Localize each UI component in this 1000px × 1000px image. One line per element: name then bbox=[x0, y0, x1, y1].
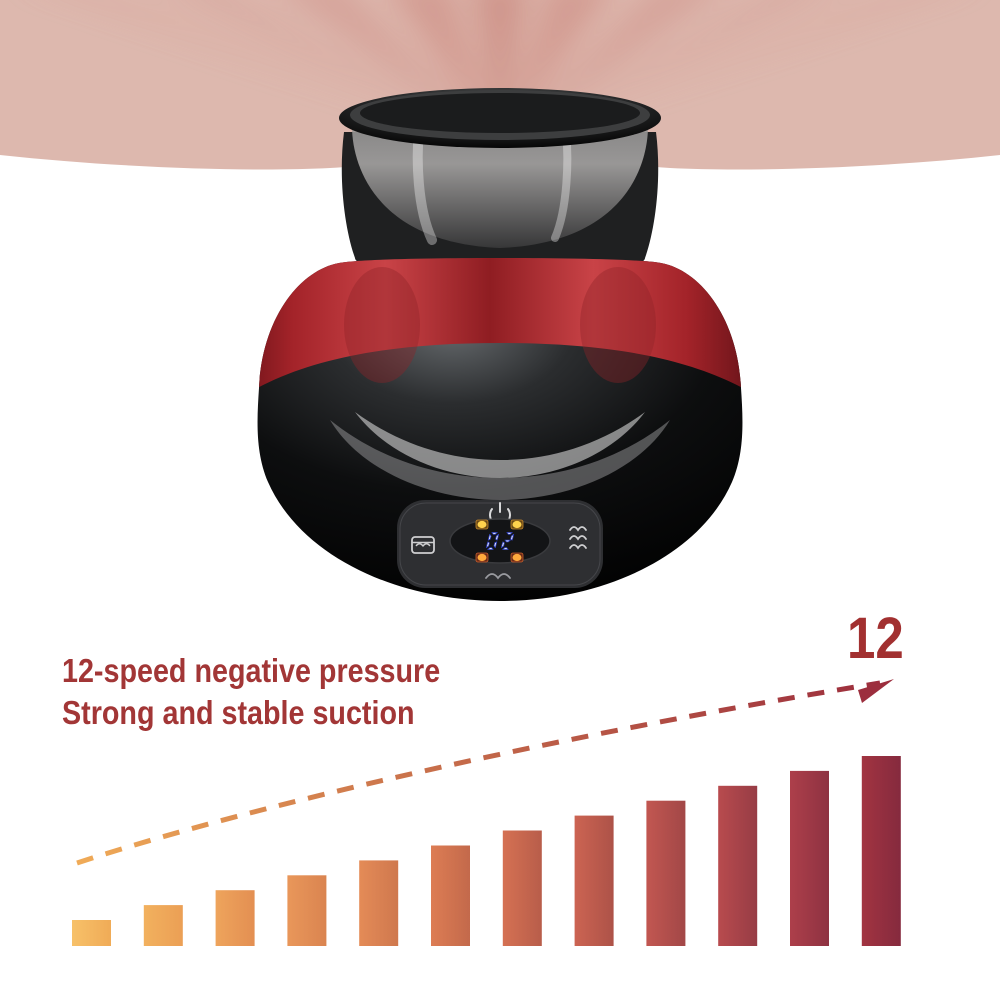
svg-text:12: 12 bbox=[847, 606, 904, 671]
